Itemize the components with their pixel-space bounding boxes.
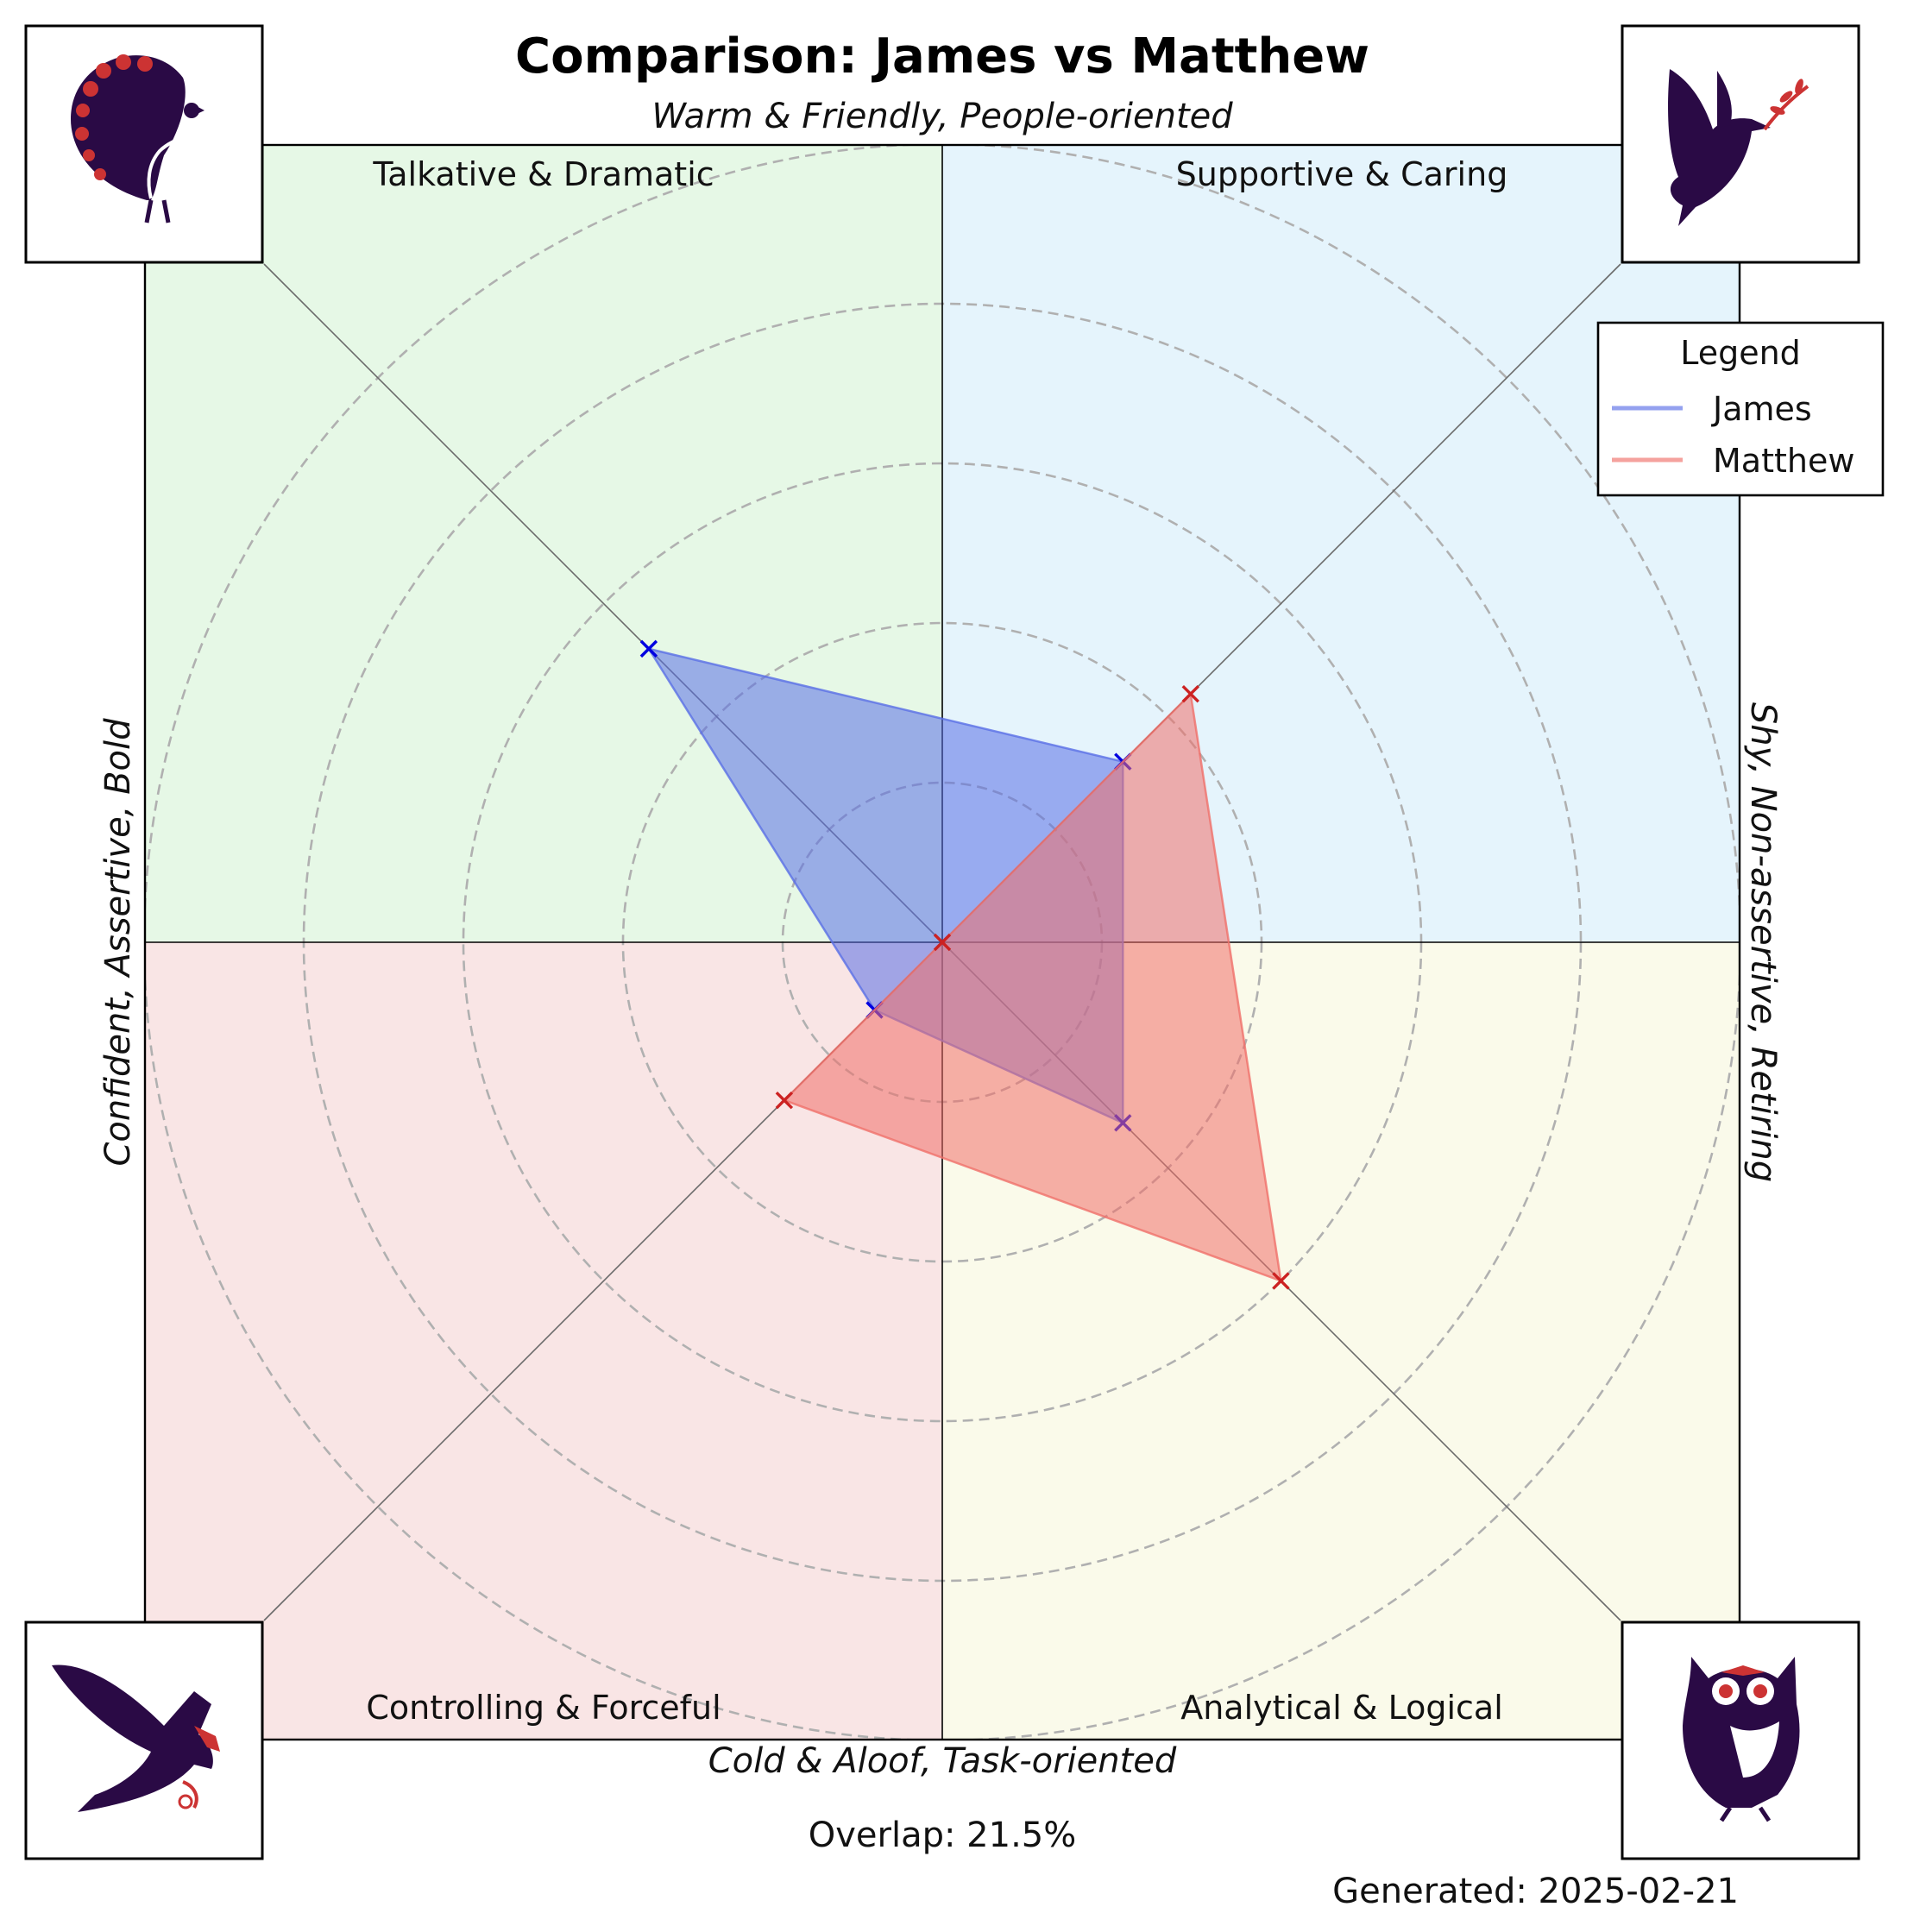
legend-label-matthew: Matthew: [1713, 442, 1854, 480]
legend-label-james: James: [1711, 390, 1812, 428]
quadrant-label-supportive: Supportive & Caring: [1176, 155, 1508, 193]
quadrant-labels: Talkative & Dramatic Supportive & Caring…: [366, 155, 1507, 1727]
series-layer: [639, 639, 1290, 1290]
overlap-text: Overlap: 21.5%: [809, 1816, 1077, 1855]
eagle-icon-box: [24, 1620, 264, 1860]
legend: Legend James Matthew: [1596, 321, 1885, 497]
peacock-icon: [71, 54, 205, 223]
marker-matthew-talkative: [933, 933, 952, 952]
quadrant-label-talkative: Talkative & Dramatic: [372, 155, 714, 193]
quadrant-label-controlling: Controlling & Forceful: [366, 1689, 721, 1727]
quadrant-label-analytical: Analytical & Logical: [1180, 1689, 1503, 1727]
peacock-icon-box: [24, 24, 264, 264]
axis-label-top: Warm & Friendly, People-oriented: [651, 97, 1233, 136]
legend-title: Legend: [1680, 334, 1801, 372]
plot-frame: [143, 143, 1741, 1741]
eagle-icon: [52, 1665, 220, 1812]
axis-label-bottom: Cold & Aloof, Task-oriented: [708, 1741, 1177, 1781]
generated-date: Generated: 2025-02-21: [1332, 1872, 1739, 1911]
chart-title: Comparison: James vs Matthew: [515, 28, 1369, 85]
dove-icon-box: [1621, 24, 1860, 264]
marker-james-talkative: [639, 639, 658, 658]
marker-matthew-controlling: [775, 1091, 794, 1110]
owl-icon-box: [1621, 1620, 1860, 1860]
axis-label-left: Confident, Assertive, Bold: [98, 718, 138, 1167]
marker-matthew-analytical: [1272, 1272, 1290, 1290]
marker-matthew-supportive: [1181, 685, 1199, 703]
dove-icon: [1668, 69, 1809, 226]
axis-label-right: Shy, Non-assertive, Retiring: [1743, 702, 1783, 1182]
icon-frame-bottom-right: [1621, 1620, 1860, 1860]
owl-icon: [1683, 1657, 1800, 1822]
